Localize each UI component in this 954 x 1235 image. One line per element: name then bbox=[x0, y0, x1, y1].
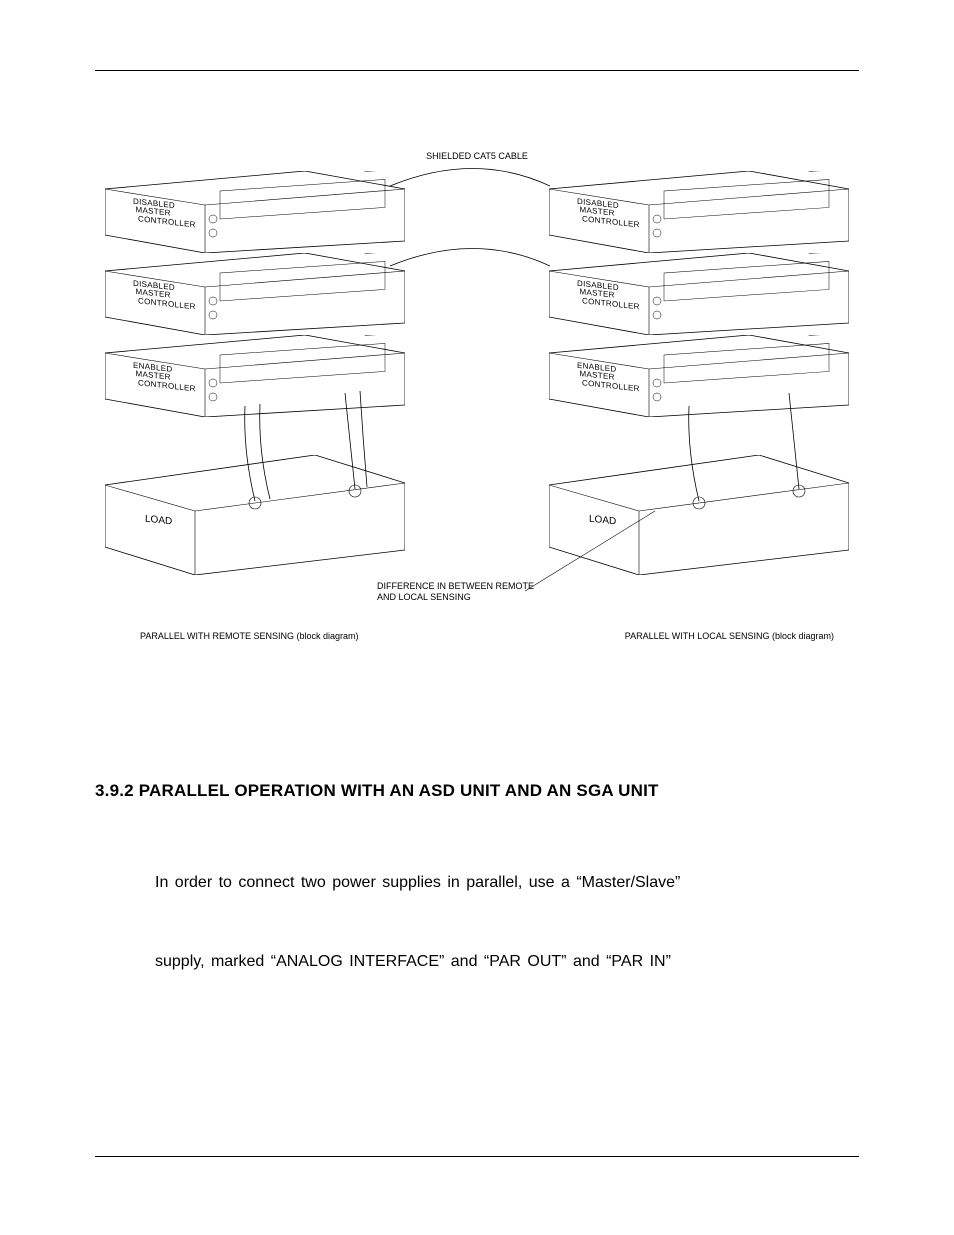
rack-unit-left-1: DISABLED MASTER CONTROLLER bbox=[105, 171, 405, 251]
load-box-left: LOAD bbox=[105, 455, 405, 575]
right-stack: DISABLED MASTER CONTROLLER DI bbox=[549, 171, 849, 575]
rack-unit-left-3: ENABLED MASTER CONTROLLER bbox=[105, 335, 405, 415]
body-paragraph-2: supply, marked “ANALOG INTERFACE” and “P… bbox=[155, 950, 839, 974]
body-paragraph-1: In order to connect two power supplies i… bbox=[155, 871, 839, 895]
difference-label: DIFFERENCE IN BETWEEN REMOTE AND LOCAL S… bbox=[377, 581, 577, 603]
top-horizontal-rule bbox=[95, 70, 859, 71]
figure-area: SHIELDED CAT5 CABLE DISABLED MASTER bbox=[95, 91, 859, 651]
load-box-right: LOAD bbox=[549, 455, 849, 575]
bottom-horizontal-rule bbox=[95, 1156, 859, 1157]
section-heading: 3.9.2 PARALLEL OPERATION WITH AN ASD UNI… bbox=[95, 781, 859, 801]
rack-unit-left-2: DISABLED MASTER CONTROLLER bbox=[105, 253, 405, 333]
rack-unit-right-3: ENABLED MASTER CONTROLLER bbox=[549, 335, 849, 415]
caption-right: PARALLEL WITH LOCAL SENSING (block diagr… bbox=[625, 631, 834, 641]
diff-line2: AND LOCAL SENSING bbox=[377, 592, 471, 602]
cable-label: SHIELDED CAT5 CABLE bbox=[426, 151, 528, 161]
rack-unit-right-2: DISABLED MASTER CONTROLLER bbox=[549, 253, 849, 333]
left-stack: DISABLED MASTER CONTROLLER bbox=[105, 171, 405, 575]
caption-left: PARALLEL WITH REMOTE SENSING (block diag… bbox=[140, 631, 359, 641]
diff-line1: DIFFERENCE IN BETWEEN REMOTE bbox=[377, 581, 534, 591]
page-content: SHIELDED CAT5 CABLE DISABLED MASTER bbox=[95, 70, 859, 1165]
rack-unit-right-1: DISABLED MASTER CONTROLLER bbox=[549, 171, 849, 251]
